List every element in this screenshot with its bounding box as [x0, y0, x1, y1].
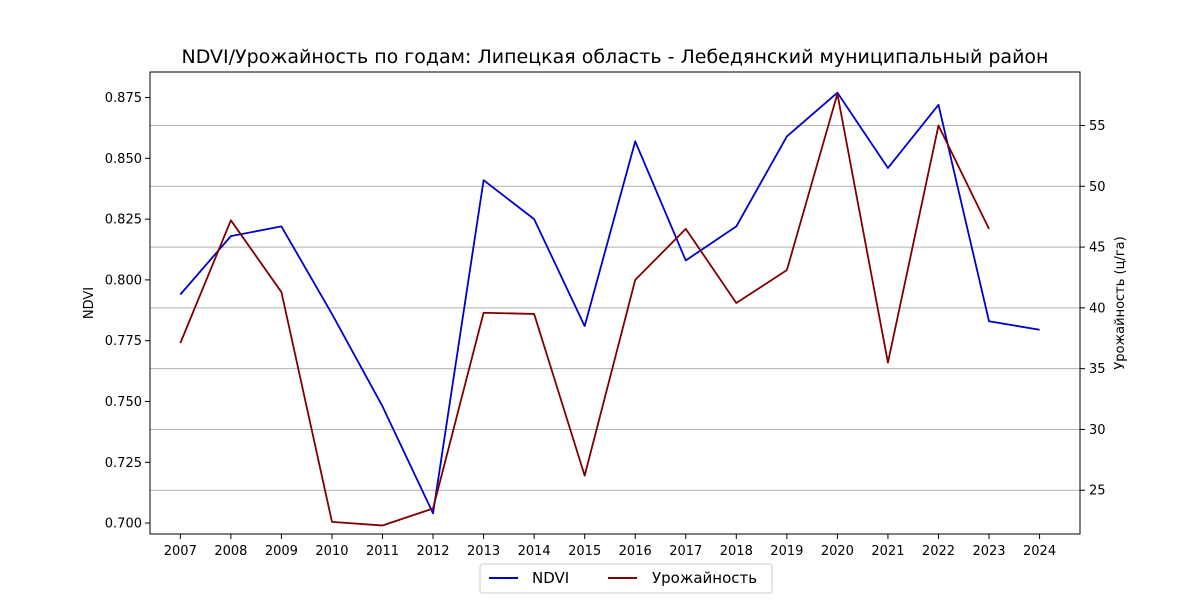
y-axis-right: 25 30 35 40 45 50 55 [1080, 119, 1106, 499]
x-tick-label: 2023 [972, 544, 1005, 559]
x-tick-label: 2018 [720, 544, 753, 559]
y-left-tick-label: 0.750 [105, 395, 142, 410]
y-left-tick-label: 0.775 [105, 334, 142, 349]
x-tick-label: 2021 [871, 544, 904, 559]
x-tick-label: 2016 [619, 544, 652, 559]
y-right-tick-label: 55 [1089, 119, 1106, 134]
x-tick-label: 2011 [366, 544, 399, 559]
x-axis: 2007 2008 2009 2010 2011 2012 2013 2014 2015 2016… [164, 534, 1056, 559]
grid-lines [150, 124, 1080, 491]
y-right-tick-label: 40 [1089, 301, 1106, 316]
series-line-yield [179, 92, 990, 527]
legend-label-yield: Урожайность [652, 569, 757, 587]
x-tick-label: 2014 [518, 544, 551, 559]
x-tick-label: 2012 [416, 544, 449, 559]
x-tick-label: 2009 [265, 544, 298, 559]
x-tick-label: 2015 [568, 544, 601, 559]
y-left-tick-label: 0.725 [105, 456, 142, 471]
y-right-tick-label: 25 [1089, 484, 1106, 499]
x-tick-label: 2019 [770, 544, 803, 559]
legend-label-ndvi: NDVI [532, 569, 569, 587]
y-right-tick-label: 35 [1089, 362, 1106, 377]
y-left-tick-label: 0.875 [105, 91, 142, 106]
y-right-tick-label: 50 [1089, 180, 1106, 195]
y-left-tick-label: 0.850 [105, 152, 142, 167]
legend: NDVI Урожайность [479, 563, 773, 594]
x-tick-label: 2007 [164, 544, 197, 559]
series-lines [179, 91, 1040, 527]
chart-title: NDVI/Урожайность по годам: Липецкая обла… [182, 46, 1049, 68]
y-left-tick-label: 0.700 [105, 517, 142, 532]
y-axis-right-label: Урожайность (ц/га) [1113, 236, 1128, 369]
x-tick-label: 2024 [1023, 544, 1056, 559]
series-line-ndvi [179, 91, 1040, 515]
x-tick-label: 2008 [214, 544, 247, 559]
y-left-tick-label: 0.800 [105, 273, 142, 288]
x-tick-label: 2017 [669, 544, 702, 559]
x-tick-label: 2020 [821, 544, 854, 559]
x-tick-label: 2022 [922, 544, 955, 559]
x-tick-label: 2010 [315, 544, 348, 559]
plot-frame [149, 71, 1081, 535]
y-right-tick-label: 30 [1089, 423, 1106, 438]
y-axis-left: 0.700 0.725 0.750 0.775 0.800 0.825 0.850 0.875 [105, 91, 150, 532]
x-tick-label: 2013 [467, 544, 500, 559]
y-right-tick-label: 45 [1089, 241, 1106, 256]
y-axis-left-label: NDVI [82, 287, 97, 319]
y-left-tick-label: 0.825 [105, 213, 142, 228]
